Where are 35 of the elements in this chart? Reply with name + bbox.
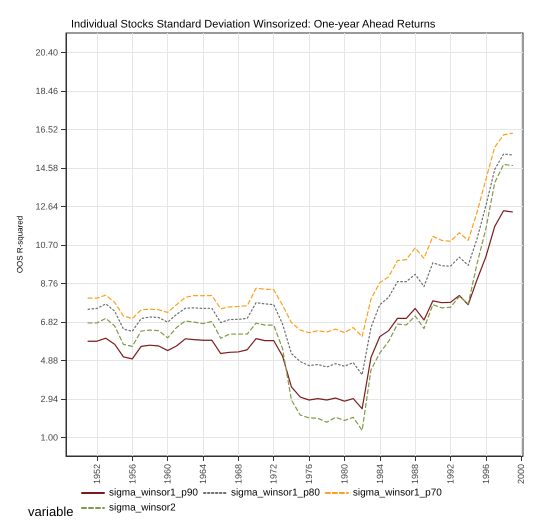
- x-tick-label: 1964: [198, 464, 208, 484]
- y-tick-label: 18.46: [35, 86, 58, 96]
- y-tick-label: 12.64: [35, 201, 58, 212]
- line-series: [88, 164, 513, 431]
- y-tick-label: 4.88: [40, 355, 58, 366]
- line-series: [88, 210, 513, 410]
- line-series: [88, 153, 513, 376]
- line-series: [88, 132, 513, 338]
- y-tick-label: 10.70: [35, 240, 58, 250]
- x-tick-label: 1952: [92, 464, 102, 484]
- y-tick-label: 6.82: [40, 316, 58, 327]
- x-tick-label: 1984: [374, 464, 385, 484]
- x-tick-label: 1980: [339, 464, 350, 484]
- x-tick-label: 1988: [410, 464, 420, 484]
- chart-title: Individual Stocks Standard Deviation Winsorized: One-year Ahead Returns: [71, 18, 436, 30]
- x-tick-label: 1972: [268, 464, 279, 484]
- x-tick-label: 1992: [446, 464, 456, 484]
- y-tick-label: 14.58: [35, 162, 58, 173]
- x-tick-label: 1996: [480, 464, 491, 484]
- y-axis-title: OOS R-squared: [16, 216, 24, 274]
- y-tick-label: 2.94: [40, 394, 58, 404]
- y-tick-label: 20.40: [35, 47, 58, 58]
- x-tick-label: 1956: [127, 464, 138, 484]
- x-tick-label: 1976: [304, 464, 314, 484]
- x-tick-label: 1968: [233, 464, 244, 484]
- legend-label: sigma_winsor1_p80: [230, 488, 320, 498]
- legend-label: sigma_winsor2: [109, 502, 176, 514]
- legend-title: variable: [28, 504, 74, 519]
- y-tick-label: 1.00: [40, 432, 58, 443]
- y-tick-label: 8.76: [40, 278, 58, 288]
- y-tick-label: 16.52: [35, 124, 58, 134]
- x-tick-label: 2000: [516, 464, 526, 484]
- legend-label: sigma_winsor1_p70: [352, 488, 442, 498]
- x-tick-label: 1960: [162, 464, 173, 484]
- legend-label: sigma_winsor1_p90: [109, 488, 198, 498]
